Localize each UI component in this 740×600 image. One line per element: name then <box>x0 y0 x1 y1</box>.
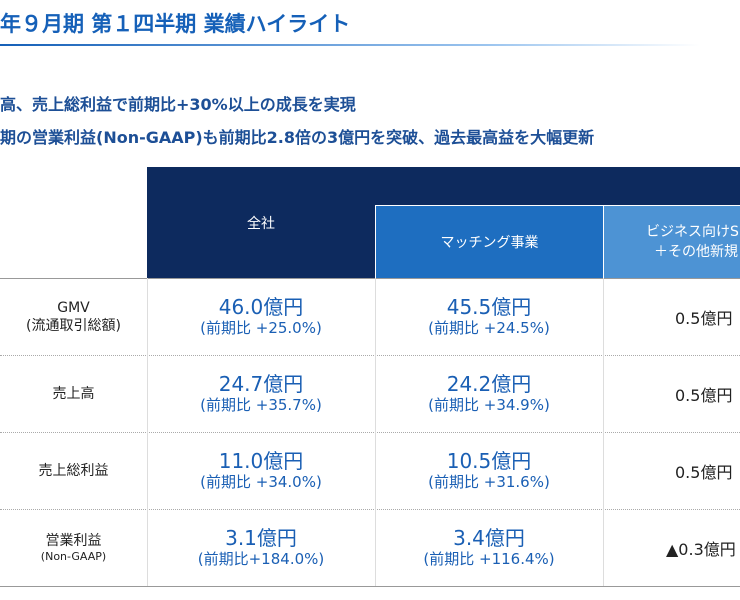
value: 46.0億円 <box>218 294 304 319</box>
row-label: 営業利益 (Non-GAAP) <box>0 509 147 586</box>
title-rule <box>0 44 700 46</box>
value: 3.1億円 <box>225 525 297 550</box>
value: 24.7億円 <box>218 371 304 396</box>
bullet: 期の営業利益(Non-GAAP)も前期比2.8倍の3億円を突破、過去最高益を大幅… <box>0 128 595 147</box>
title: 年９月期 第１四半期 業績ハイライト <box>0 12 351 36</box>
other-cell: 0.5億円 <box>675 278 732 355</box>
change: (前期比 +116.4%) <box>423 549 555 568</box>
header-text: 全社 <box>247 215 275 232</box>
other-value: 0.5億円 <box>675 308 733 328</box>
change: (前期比+184.0%) <box>197 549 325 568</box>
row-line <box>0 432 740 433</box>
label: 売上高 <box>52 385 95 402</box>
label: GMV <box>57 299 90 316</box>
value: 10.5億円 <box>446 448 532 473</box>
col-line <box>603 278 604 586</box>
change: (前期比 +34.9%) <box>428 395 550 414</box>
row-label: 売上高 <box>0 355 147 432</box>
label: 営業利益 <box>45 533 102 549</box>
other-value: 0.5億円 <box>675 462 733 482</box>
row-line <box>0 586 740 587</box>
row-line <box>0 278 740 279</box>
header-text: マッチング事業 <box>440 235 539 251</box>
row-label: GMV (流通取引総額) <box>0 278 147 355</box>
other-value: ▲0.3億円 <box>666 539 736 559</box>
row-label: 売上総利益 <box>0 432 147 509</box>
row-line <box>0 355 740 356</box>
row-line <box>0 509 740 510</box>
header-all: 全社 <box>147 167 375 278</box>
value-cell: 45.5億円 (前期比 +24.5%) <box>375 278 603 355</box>
other-value: 0.5億円 <box>675 385 733 405</box>
change: (前期比 +25.0%) <box>200 318 322 337</box>
sublabel: (Non-GAAP) <box>40 550 107 563</box>
change: (前期比 +34.0%) <box>200 472 322 491</box>
header-line: ＋その他新規 <box>654 244 738 260</box>
header-band <box>375 167 740 205</box>
header-matching: マッチング事業 <box>376 206 603 278</box>
value-cell: 24.2億円 (前期比 +34.9%) <box>375 355 603 432</box>
value-cell: 10.5億円 (前期比 +31.6%) <box>375 432 603 509</box>
value: 45.5億円 <box>446 294 532 319</box>
change: (前期比 +35.7%) <box>200 395 322 414</box>
sublabel: (流通取引総額) <box>26 317 121 334</box>
value-cell: 11.0億円 (前期比 +34.0%) <box>147 432 375 509</box>
value: 24.2億円 <box>446 371 532 396</box>
value-cell: 3.1億円 (前期比+184.0%) <box>147 509 375 586</box>
value: 3.4億円 <box>453 525 525 550</box>
value-cell: 46.0億円 (前期比 +25.0%) <box>147 278 375 355</box>
change: (前期比 +31.6%) <box>428 472 550 491</box>
col-line <box>375 278 376 586</box>
value-cell: 3.4億円 (前期比 +116.4%) <box>375 509 603 586</box>
value: 11.0億円 <box>218 448 304 473</box>
value-cell: 24.7億円 (前期比 +35.7%) <box>147 355 375 432</box>
header-business: ビジネス向けS ＋その他新規 <box>604 206 740 278</box>
label: 売上総利益 <box>38 462 109 479</box>
col-line <box>147 278 148 586</box>
header-text: ビジネス向けS ＋その他新規 <box>646 222 739 262</box>
header-line: ビジネス向けS <box>646 224 739 240</box>
other-cell: ▲0.3億円 <box>666 509 736 586</box>
other-cell: 0.5億円 <box>675 355 732 432</box>
bullet: 高、売上総利益で前期比+30%以上の成長を実現 <box>0 95 356 114</box>
change: (前期比 +24.5%) <box>428 318 550 337</box>
other-cell: 0.5億円 <box>675 432 732 509</box>
